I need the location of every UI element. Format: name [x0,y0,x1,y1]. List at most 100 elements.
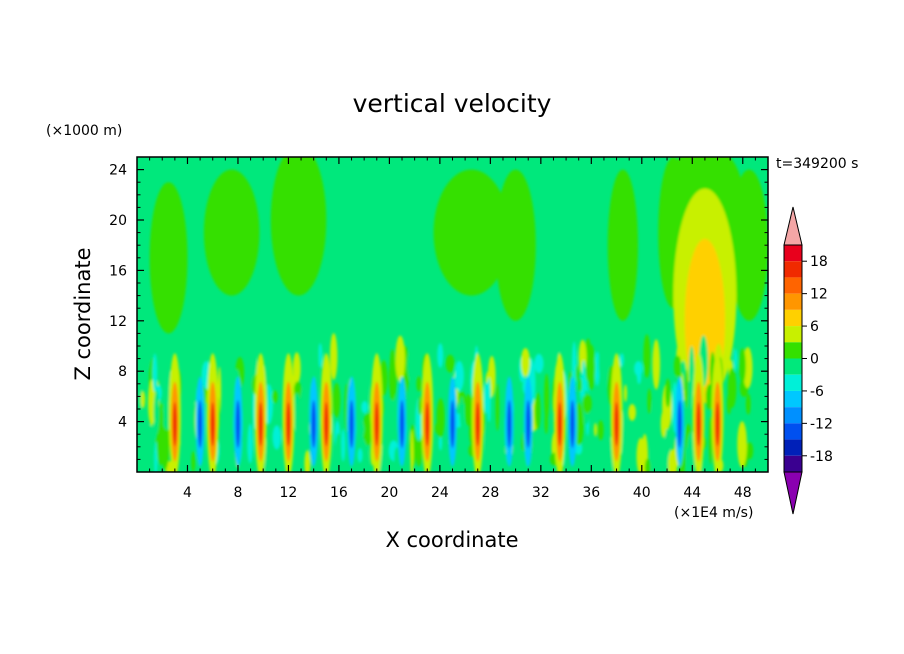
field-cell [486,377,491,425]
field-cell [578,378,583,392]
field-cell [416,376,422,392]
colorbar-tick-label: -6 [810,384,824,400]
field-cell [623,384,628,402]
field-cell [574,442,583,455]
field-cell [587,344,596,391]
field-cell [665,427,670,448]
upper-structure [270,157,327,296]
downdraft-core [507,400,512,449]
upper-structure [607,169,639,321]
field-cell [437,343,444,368]
field-cell [140,341,149,371]
x-tick-label: 4 [183,485,192,501]
x-tick-label: 40 [633,485,651,501]
field-cell [292,352,301,385]
field-cell [318,343,323,368]
field-cell [733,348,738,372]
colorbar-swatch [784,455,802,472]
field-cell [358,439,368,472]
heatmap-field [137,157,768,472]
field-cell [684,369,689,409]
field-cell [247,423,253,464]
x-tick-label: 12 [280,485,298,501]
colorbar-swatch [784,407,802,424]
updraft-core [210,402,215,447]
y-axis: 4 8 12 16 20 24 [109,163,768,460]
updraft-core [696,402,701,447]
downdraft-core [450,400,455,449]
field-cell [594,351,600,386]
downdraft-core [197,400,203,449]
colorbar-swatch [784,309,802,327]
field-cell [304,450,311,472]
field-cell [335,433,342,472]
field-cell [705,384,714,410]
updraft-core [286,402,291,447]
field-cell [144,424,155,461]
field-cell [652,339,661,390]
field-cell [575,364,579,382]
colorbar-swatch [784,439,802,456]
colorbar-swatch [784,423,802,440]
colorbar-tick-label: 6 [810,319,819,335]
field-cell [137,456,142,472]
chart-title: vertical velocity [353,89,552,118]
field-cell [417,396,422,416]
colorbar-unit-label: (×1E4 m/s) [674,505,753,521]
field-cell [727,368,737,409]
field-cell [518,450,528,472]
field-cell [502,339,506,382]
downdraft-core [311,400,316,449]
field-cell [388,356,397,401]
time-label: t=349200 s [776,156,858,172]
field-cell [651,400,656,438]
field-cell [754,391,761,437]
field-cell [495,383,500,432]
updraft-core [715,402,720,447]
colorbar: 18 12 6 0 -6 -12 -18 [783,206,833,515]
field-cell [137,382,143,415]
y-tick-label: 12 [109,314,127,330]
x-tick-label: 28 [481,485,499,501]
field-cell [300,386,308,419]
field-cell [361,401,369,414]
x-tick-label: 16 [330,485,348,501]
updraft-core [475,402,480,447]
upper-structure [149,182,188,334]
field-cell [582,394,592,414]
field-cell [445,354,455,373]
y-tick-label: 4 [118,415,127,431]
field-cell [220,443,225,467]
field-cell [647,388,652,414]
field-cell [651,443,659,472]
updraft-core [374,402,379,447]
upper-structure [433,169,510,296]
colorbar-under-arrow [783,471,803,515]
y-tick-label: 16 [109,263,127,279]
field-cell [593,422,597,437]
field-cell [606,436,613,472]
field-cell [464,393,473,426]
x-axis-label: X coordinate [385,528,518,552]
y-axis-label: Z coordinate [71,247,95,380]
field-cell [357,448,363,463]
field-cell [598,337,609,387]
colorbar-swatch [784,390,802,408]
field-cell [532,439,537,472]
colorbar-tick-label: 0 [810,352,819,368]
field-cell [544,373,550,422]
field-cell [534,353,544,374]
colorbar-swatch [784,358,802,375]
field-cell [636,364,642,385]
field-cell [728,448,733,472]
x-tick-label: 20 [380,485,398,501]
colorbar-swatch [784,261,802,278]
colorbar-swatch [784,374,802,391]
field-cell [191,451,196,472]
x-tick-label: 24 [431,485,449,501]
field-cell [356,420,365,438]
field-cell [643,334,651,379]
field-cell [745,393,751,415]
field-cell [160,405,164,434]
